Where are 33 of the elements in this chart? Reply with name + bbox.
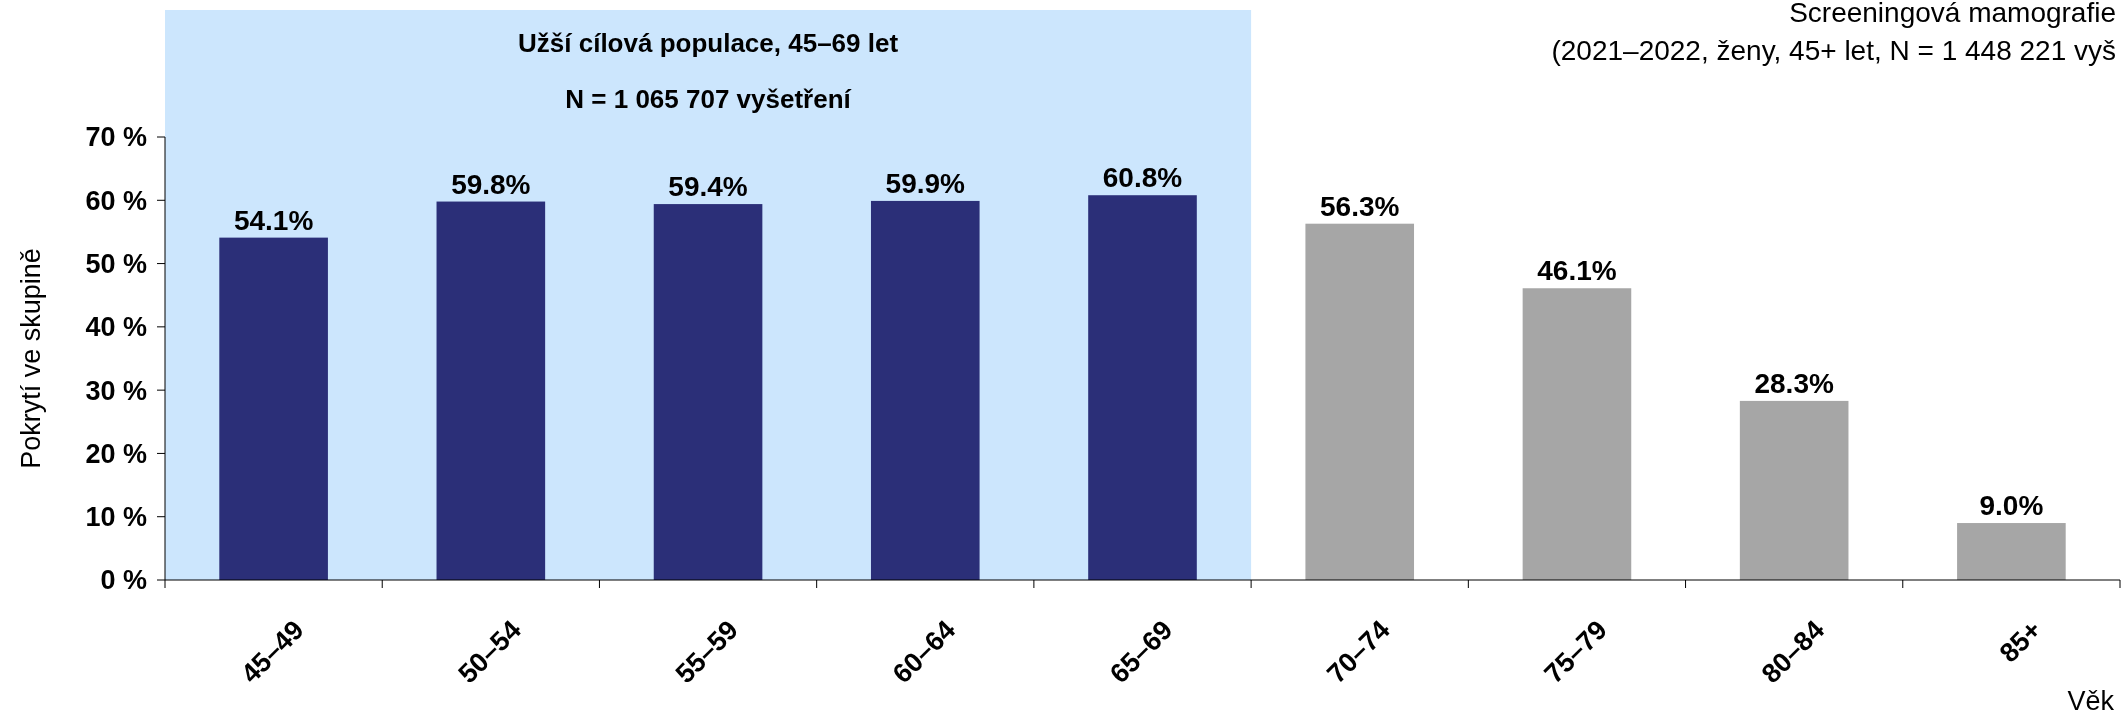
data-label: 59.4% — [668, 171, 748, 203]
bar — [653, 204, 763, 580]
bar — [219, 237, 328, 580]
y-tick-label: 20 % — [85, 438, 147, 469]
data-label: 59.9% — [885, 167, 966, 199]
y-tick-label: 40 % — [85, 312, 147, 343]
y-tick-label: 0 % — [100, 565, 147, 596]
bar — [870, 200, 980, 580]
bar — [436, 201, 546, 580]
data-label: 56.3% — [1320, 190, 1400, 222]
text: N = 1 065 707 vyšetření — [565, 84, 852, 114]
chart-title: Screeningová mamografie — [1789, 0, 2116, 28]
band-label: Užší cílová populace, 45–69 let — [518, 28, 899, 58]
x-tick-label: 85+ — [1993, 614, 2048, 669]
data-label: 60.8% — [1102, 162, 1183, 194]
y-tick-label: 60 % — [85, 185, 147, 216]
bar — [1739, 400, 1849, 580]
data-label: 9.0% — [1979, 490, 2044, 522]
chart-subtitle: (2021–2022, ženy, 45+ let, N = 1 448 221 vyš — [1551, 35, 2116, 66]
y-axis-title: Pokrytí ve skupině — [16, 248, 46, 469]
data-label: 46.1% — [1537, 255, 1617, 287]
data-label: 59.8% — [451, 168, 531, 200]
bar — [1522, 288, 1632, 580]
y-tick-label: 10 % — [85, 502, 147, 533]
y-tick-label: 70 % — [85, 122, 147, 153]
bar — [1305, 223, 1415, 580]
y-tick-label: 30 % — [85, 375, 147, 406]
x-axis-title: Věk — [2067, 686, 2115, 716]
bar — [1088, 195, 1197, 580]
bar — [1957, 523, 2066, 580]
data-label: 54.1% — [233, 204, 314, 236]
y-tick-label: 50 % — [85, 249, 147, 280]
data-label: 28.3% — [1754, 367, 1834, 399]
